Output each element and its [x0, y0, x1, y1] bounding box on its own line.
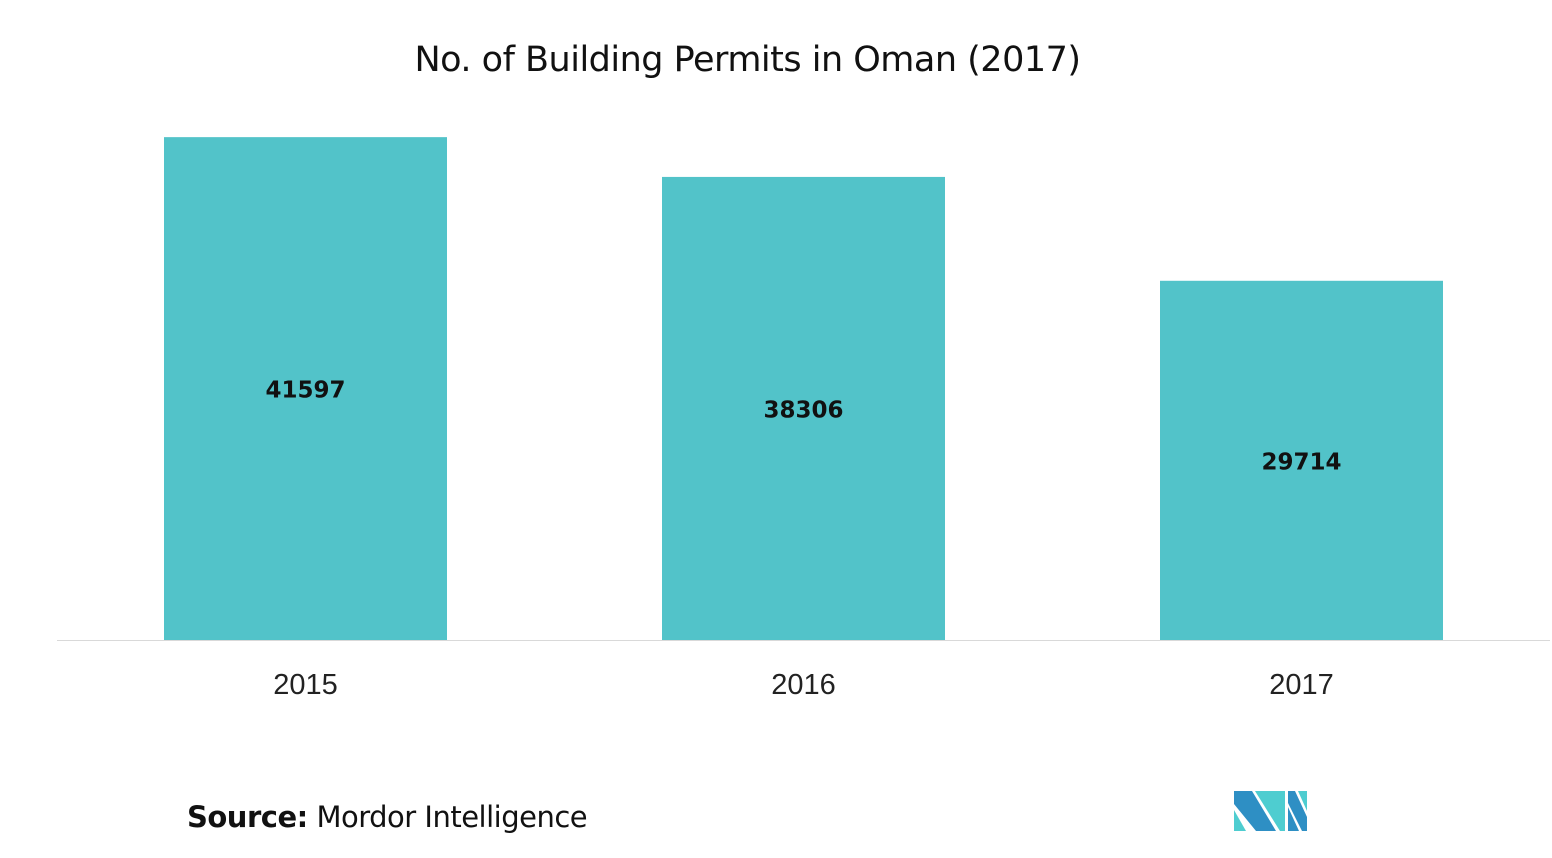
bar-2017: [1160, 280, 1443, 640]
data-label: 29714: [1261, 449, 1341, 475]
source-label: Source:: [187, 800, 308, 834]
bar-2015: [164, 137, 447, 640]
mordor-intelligence-logo: [1234, 791, 1307, 831]
bar-chart: 41597 2015 38306 2016 29714 2017: [57, 137, 1550, 701]
chart-title: No. of Building Permits in Oman (2017): [414, 40, 1081, 80]
bar-2016: [662, 176, 945, 640]
x-tick-label: 2016: [771, 669, 836, 701]
source-text: Mordor Intelligence: [316, 800, 588, 834]
x-tick-label: 2015: [273, 669, 338, 701]
source-note: Source: Mordor Intelligence: [187, 800, 588, 834]
x-tick-label: 2017: [1269, 669, 1334, 701]
data-label: 41597: [265, 378, 345, 404]
data-label: 38306: [763, 397, 843, 423]
